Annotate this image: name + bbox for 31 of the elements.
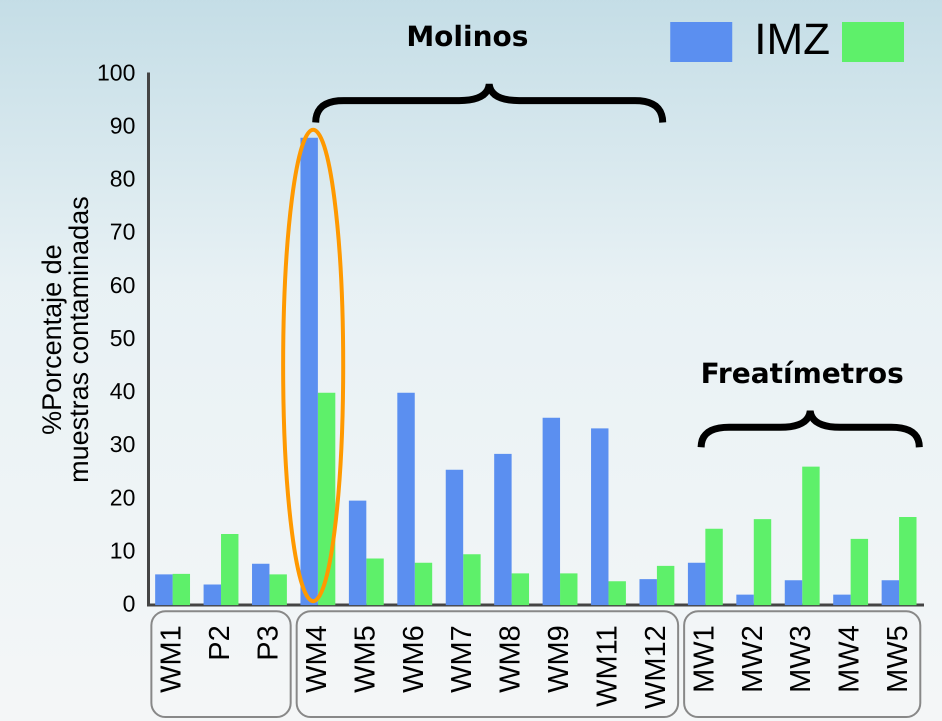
x-tick-label: P3 [252,625,284,661]
y-tick-label: 90 [110,112,136,138]
y-tick-label: 40 [110,378,136,404]
x-tick-label: WM11 [591,625,624,707]
x-tick-label: MW4 [834,625,866,693]
x-tick-label: WM8 [494,625,527,693]
x-tick-label: WM5 [349,625,382,693]
y-tick-label: 80 [110,166,136,192]
y-tick-label: 70 [110,218,136,245]
x-tick-label: P2 [204,625,236,661]
x-tick-label: WM9 [543,625,576,693]
x-tick-label: WM7 [446,625,478,693]
x-tick-label: MW2 [736,625,769,693]
x-tick-label: WM6 [398,625,430,693]
x-tick-label: MW1 [688,625,720,693]
x-tick-label: MW3 [785,625,818,693]
y-tick-label: 30 [110,431,136,458]
y-tick-label: 20 [110,484,136,510]
x-tick-label: WM1 [156,625,188,693]
y-tick-label: 60 [110,272,136,298]
annotation: Freatímetros [700,357,904,390]
x-tick-label: MW5 [882,625,914,693]
y-tick-label: 10 [110,537,136,564]
y-tick-label: 0 [122,590,136,617]
text: Molinos [406,20,528,53]
x-tick-label: WM4 [300,625,333,693]
y-axis-title: %Porcentaje de muestras contaminadas [36,196,94,483]
y-tick-label: 100 [97,59,136,86]
legend-label: IMZ [754,15,830,64]
y-tick-label: 50 [110,324,136,351]
x-tick-label: WM12 [640,625,672,710]
